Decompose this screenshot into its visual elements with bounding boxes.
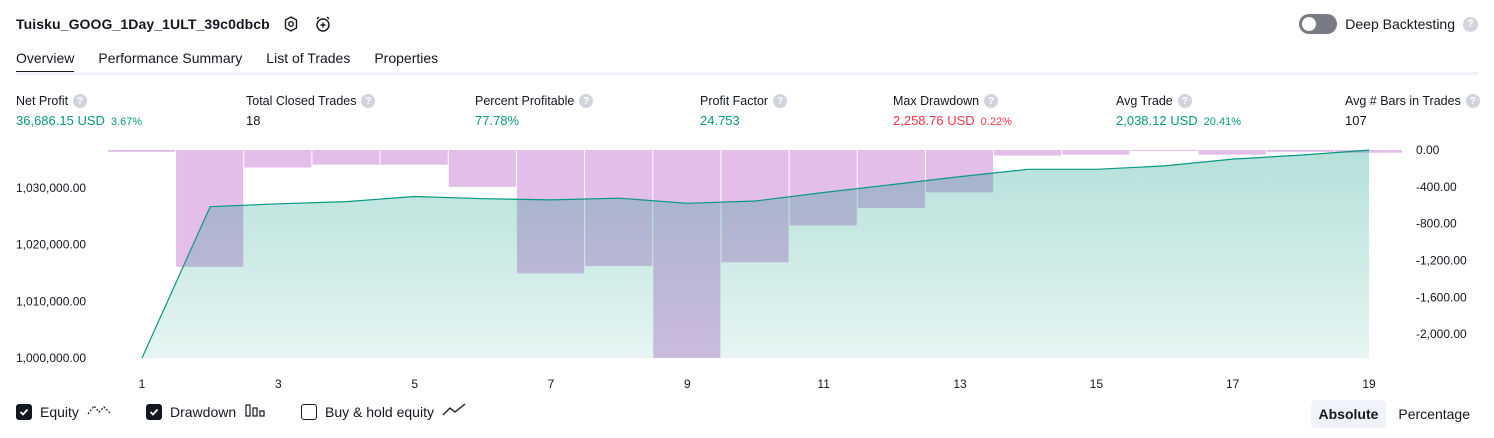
legend-equity[interactable]: Equity [16, 402, 111, 421]
x-tick-label: 3 [275, 377, 282, 391]
add-alert-icon[interactable] [312, 13, 334, 35]
metric-value: 24.753 [700, 113, 740, 128]
x-tick-label: 1 [139, 377, 146, 391]
metric-percent: 20.41% [1203, 116, 1241, 128]
drawdown-tick-label: -400.00 [1416, 180, 1457, 194]
tab-properties[interactable]: Properties [374, 50, 439, 66]
drawdown-bar [108, 150, 176, 152]
metric-total-closed-trades: Total Closed Trades? 18 [246, 94, 376, 128]
deep-backtesting-control: Deep Backtesting ? [1299, 12, 1478, 36]
equity-axis: 1,000,000.00 1,010,000.00 1,020,000.00 1,03… [16, 181, 86, 365]
metric-label: Net Profit [16, 94, 69, 108]
absolute-button[interactable]: Absolute [1310, 400, 1387, 428]
drawdown-bar [1198, 150, 1266, 155]
drawdown-tick-label: -800.00 [1416, 217, 1457, 231]
x-axis: 1 3 5 7 9 11 13 15 17 19 [139, 377, 1376, 391]
strategy-header: Tuisku_GOOG_1Day_1ULT_39c0dbcb [16, 12, 334, 36]
equity-legend-label: Equity [40, 403, 79, 420]
equity-tick-label: 1,000,000.00 [16, 351, 86, 365]
metric-value: 107 [1345, 113, 1367, 128]
x-tick-label: 17 [1226, 377, 1240, 391]
drawdown-tick-label: -1,600.00 [1416, 290, 1467, 304]
percentage-button[interactable]: Percentage [1398, 406, 1470, 422]
tab-overview[interactable]: Overview [16, 46, 75, 74]
x-tick-label: 15 [1090, 377, 1104, 391]
equity-tick-label: 1,010,000.00 [16, 294, 86, 308]
drawdown-tick-label: 0.00 [1416, 143, 1440, 157]
metric-percent: 0.22% [980, 116, 1012, 128]
metric-label: Percent Profitable [475, 94, 575, 108]
buy-hold-checkbox[interactable] [301, 403, 317, 420]
equity-checkbox[interactable] [16, 403, 32, 420]
metric-profit-factor: Profit Factor? 24.753 [700, 94, 788, 128]
equity-line [141, 149, 1370, 359]
drawdown-bar [1062, 150, 1130, 155]
info-icon[interactable]: ? [579, 94, 594, 108]
equity-line-icon [87, 402, 111, 421]
metric-net-profit: Net Profit? 36,686.15 USD 3.67% [16, 94, 142, 128]
tab-list-of-trades[interactable]: List of Trades [266, 50, 351, 66]
x-tick-label: 7 [548, 377, 555, 391]
buy-hold-line-icon [442, 402, 466, 421]
drawdown-checkbox[interactable] [146, 403, 162, 420]
equity-tick-label: 1,030,000.00 [16, 181, 86, 195]
metric-value: 77.78% [475, 113, 520, 128]
legend-drawdown[interactable]: Drawdown [146, 402, 266, 421]
x-tick-label: 13 [953, 377, 967, 391]
metric-avg-bars-in-trades: Avg # Bars in Trades? 107 [1345, 94, 1480, 128]
buy-hold-legend-label: Buy & hold equity [325, 403, 434, 420]
metric-label: Max Drawdown [893, 94, 980, 108]
drawdown-bar [1130, 150, 1198, 151]
settings-icon[interactable] [280, 13, 302, 35]
drawdown-legend-label: Drawdown [170, 403, 237, 420]
tabs-divider [16, 72, 1478, 75]
drawdown-bar [380, 150, 448, 165]
metric-label: Avg Trade [1116, 94, 1173, 108]
drawdown-bar [244, 150, 312, 168]
strategy-title: Tuisku_GOOG_1Day_1ULT_39c0dbcb [16, 16, 270, 32]
metric-label: Profit Factor [700, 94, 769, 108]
equity-area [142, 150, 1369, 358]
view-mode-toggle: Absolute Percentage [1310, 400, 1479, 428]
drawdown-axis: 0.00 -400.00 -800.00 -1,200.00 -1,600.00 -2,0… [1416, 143, 1467, 341]
metric-percent-profitable: Percent Profitable? 77.78% [475, 94, 594, 128]
deep-backtesting-toggle[interactable] [1299, 14, 1338, 34]
metric-value: 36,686.15 USD [16, 113, 105, 128]
equity-drawdown-chart[interactable]: 1,000,000.00 1,010,000.00 1,020,000.00 1,03… [0, 140, 1494, 398]
info-icon[interactable]: ? [1465, 94, 1480, 108]
drawdown-bars-icon [244, 402, 266, 421]
metric-value: 18 [246, 113, 261, 128]
info-icon[interactable]: ? [1177, 94, 1192, 108]
tab-bar: Overview Performance Summary List of Tra… [16, 46, 438, 74]
info-icon[interactable]: ? [773, 94, 788, 108]
info-icon[interactable]: ? [361, 94, 376, 108]
metric-percent: 3.67% [110, 116, 143, 128]
toggle-knob [1302, 17, 1317, 31]
metric-value: 2,038.12 USD [1116, 113, 1198, 128]
tab-performance-summary[interactable]: Performance Summary [98, 50, 243, 66]
metric-max-drawdown: Max Drawdown? 2,258.76 USD 0.22% [893, 94, 1012, 128]
legend-buy-hold-equity[interactable]: Buy & hold equity [301, 402, 466, 421]
drawdown-bar [994, 150, 1062, 156]
metric-label: Avg # Bars in Trades [1345, 94, 1461, 108]
drawdown-bar [448, 150, 516, 187]
drawdown-bar [1266, 150, 1334, 152]
x-tick-label: 5 [411, 377, 418, 391]
help-icon[interactable]: ? [1463, 16, 1478, 32]
drawdown-tick-label: -2,000.00 [1416, 327, 1467, 341]
deep-backtesting-label: Deep Backtesting [1345, 16, 1455, 32]
metric-avg-trade: Avg Trade? 2,038.12 USD 20.41% [1116, 94, 1241, 128]
x-tick-label: 11 [817, 377, 830, 391]
metric-label: Total Closed Trades [246, 94, 357, 108]
info-icon[interactable]: ? [984, 94, 999, 108]
info-icon[interactable]: ? [73, 94, 88, 108]
drawdown-bar [312, 150, 380, 165]
x-tick-label: 9 [684, 377, 691, 391]
metric-value: 2,258.76 USD [893, 113, 975, 128]
x-tick-label: 19 [1362, 377, 1376, 391]
drawdown-tick-label: -1,200.00 [1416, 253, 1467, 267]
equity-tick-label: 1,020,000.00 [16, 238, 86, 252]
